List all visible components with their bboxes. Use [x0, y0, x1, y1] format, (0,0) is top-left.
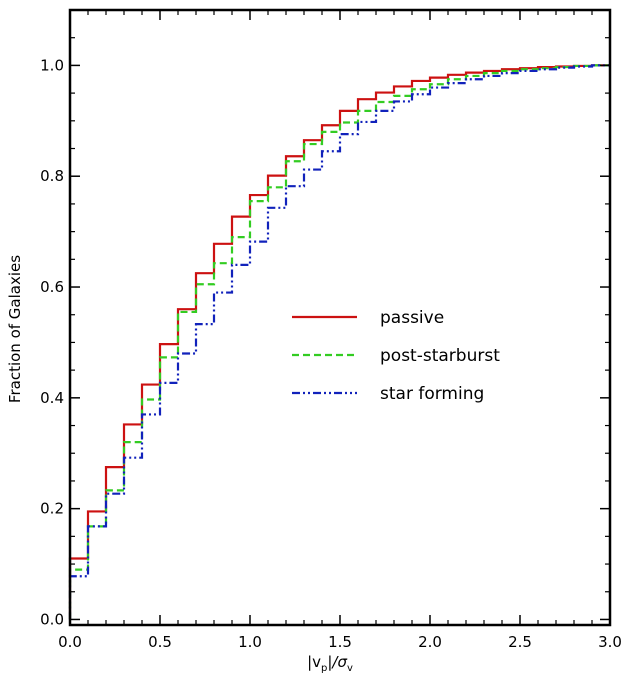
y-tick-label: 0.4 [40, 389, 64, 407]
x-tick-label: 0.0 [58, 633, 82, 651]
legend-label-post-starburst: post-starburst [380, 346, 500, 366]
plot-frame [68, 8, 612, 627]
legend-label-star-forming: star forming [380, 384, 484, 404]
y-tick-label: 1.0 [40, 56, 64, 74]
legend-label-passive: passive [380, 308, 444, 328]
series-line-star-forming [68, 64, 610, 620]
y-tick-label: 0.2 [40, 500, 64, 518]
series-layer [68, 64, 610, 620]
x-tick-label: 0.5 [148, 633, 172, 651]
legend: passive post-starburst star forming [292, 308, 500, 404]
y-tick-label: 0.0 [40, 610, 64, 628]
y-tick-label: 0.8 [40, 167, 64, 185]
x-tick-label: 2.0 [418, 633, 442, 651]
y-axis-label: Fraction of Galaxies [6, 255, 24, 403]
series-line-post-starburst [68, 64, 610, 620]
x-axis-label: |vp|/σv [307, 653, 353, 674]
x-tick-label: 2.5 [508, 633, 532, 651]
x-tick-label: 1.5 [328, 633, 352, 651]
labels-layer: 0.0 0.5 1.0 1.5 2.0 2.5 3.0 0.0 0.2 0.4 0.6 0.8 1.0 [40, 56, 622, 651]
x-tick-label: 1.0 [238, 633, 262, 651]
x-tick-label: 3.0 [598, 633, 622, 651]
y-tick-label: 0.6 [40, 278, 64, 296]
